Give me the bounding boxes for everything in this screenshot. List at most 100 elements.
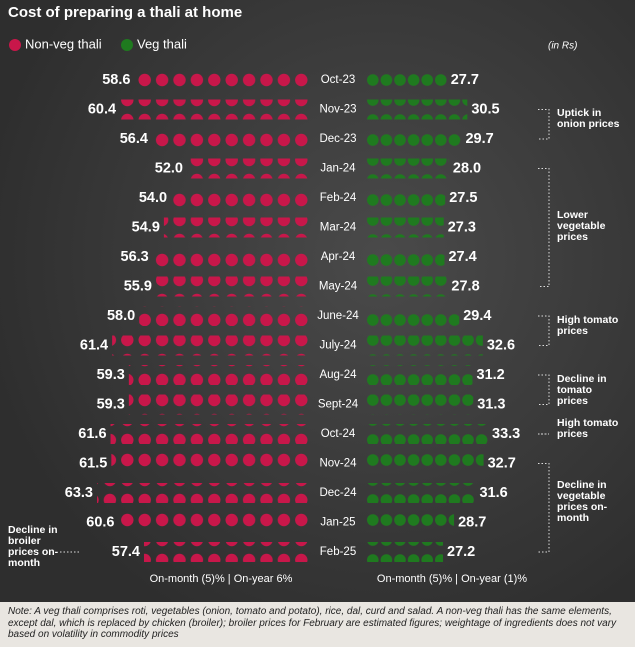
value-label: 60.4 bbox=[88, 101, 116, 117]
value-label: 31.6 bbox=[479, 485, 507, 501]
bracket bbox=[538, 168, 550, 287]
category-label: July-24 bbox=[319, 340, 357, 352]
value-label: 57.4 bbox=[112, 544, 140, 560]
category-label: Nov-24 bbox=[319, 458, 357, 470]
legend-label: Non-veg thali bbox=[25, 36, 102, 51]
dot-bar bbox=[97, 483, 310, 503]
value-label: 61.6 bbox=[78, 426, 106, 442]
annotation: High tomato prices bbox=[557, 313, 619, 337]
dot-bar bbox=[171, 188, 310, 208]
chart-svg: Cost of preparing a thali at home (in Rs… bbox=[8, 4, 577, 585]
dot-bar bbox=[366, 70, 447, 90]
dot-bar bbox=[366, 158, 449, 179]
value-label: 30.5 bbox=[471, 101, 499, 117]
legend-marker bbox=[121, 39, 133, 51]
bracket bbox=[538, 315, 550, 346]
dot-bar bbox=[187, 158, 310, 179]
value-label: 29.7 bbox=[465, 131, 493, 147]
category-label: Aug-24 bbox=[319, 369, 357, 381]
category-label: May-24 bbox=[319, 281, 358, 293]
annotation: Decline in broiler prices on-month bbox=[8, 524, 59, 569]
value-label: 61.5 bbox=[79, 455, 107, 471]
value-label: 54.9 bbox=[132, 219, 160, 235]
dot-bar bbox=[366, 188, 446, 208]
dot-bar bbox=[120, 99, 310, 120]
value-label: 61.4 bbox=[80, 337, 108, 353]
bracket bbox=[538, 463, 550, 553]
annotation: Lower vegetable prices bbox=[557, 208, 606, 243]
value-label: 54.0 bbox=[139, 190, 167, 206]
value-label: 55.9 bbox=[124, 278, 152, 294]
dot-bar bbox=[366, 424, 488, 444]
value-label: 33.3 bbox=[492, 426, 520, 442]
dot-bar bbox=[155, 276, 310, 297]
category-label: Oct-23 bbox=[321, 74, 356, 86]
value-label: 29.4 bbox=[463, 308, 491, 324]
dot-bar bbox=[128, 394, 310, 415]
category-label: Jan-25 bbox=[320, 517, 355, 529]
dot-bar bbox=[366, 306, 460, 326]
category-label: Feb-24 bbox=[320, 192, 357, 204]
value-label: 32.6 bbox=[487, 337, 515, 353]
dot-bar bbox=[366, 394, 474, 415]
bracket bbox=[538, 374, 550, 405]
dot-bar bbox=[366, 247, 445, 267]
annotation: High tomato prices bbox=[557, 417, 619, 440]
category-label: Feb-25 bbox=[320, 546, 356, 558]
value-label: 63.3 bbox=[65, 485, 93, 501]
dot-bar bbox=[366, 217, 444, 238]
dot-bar bbox=[128, 365, 310, 385]
value-label: 27.3 bbox=[448, 219, 476, 235]
value-label: 28.7 bbox=[458, 514, 486, 530]
dot-bar bbox=[366, 453, 484, 474]
value-label: 59.3 bbox=[97, 396, 125, 412]
dot-bar bbox=[143, 542, 310, 562]
dot-bar bbox=[366, 276, 448, 297]
value-label: 32.7 bbox=[488, 455, 516, 471]
value-label: 59.3 bbox=[97, 367, 125, 383]
value-label: 28.0 bbox=[453, 160, 481, 176]
category-label: June-24 bbox=[317, 310, 359, 322]
value-label: 27.4 bbox=[448, 249, 476, 265]
value-label: 52.0 bbox=[155, 160, 183, 176]
annotation: Uptick in onion prices bbox=[557, 107, 620, 131]
annotation: Decline in tomato prices bbox=[557, 372, 607, 407]
dot-bar bbox=[118, 512, 310, 533]
category-label: Dec-23 bbox=[319, 133, 356, 145]
dot-bar bbox=[134, 70, 310, 90]
dot-bar bbox=[366, 365, 473, 385]
category-label: Jan-24 bbox=[320, 163, 356, 175]
dot-bar bbox=[163, 217, 310, 238]
legend-marker bbox=[9, 39, 21, 51]
value-label: 56.4 bbox=[120, 131, 148, 147]
chart-title: Cost of preparing a thali at home bbox=[8, 4, 242, 21]
bracket bbox=[538, 109, 550, 140]
dot-bar bbox=[111, 453, 311, 474]
dot-bar bbox=[366, 99, 468, 120]
dot-bar bbox=[366, 129, 462, 149]
dot-bar bbox=[112, 335, 310, 356]
category-label: Oct-24 bbox=[321, 428, 356, 440]
dot-bar bbox=[152, 247, 310, 267]
value-label: 27.2 bbox=[447, 544, 475, 560]
dot-bar bbox=[366, 335, 483, 356]
dot-bar bbox=[366, 512, 455, 533]
annotation: Decline in vegetable prices on-month bbox=[557, 478, 608, 524]
value-label: 31.3 bbox=[477, 396, 505, 412]
category-label: Nov-23 bbox=[319, 104, 356, 116]
value-label: 58.6 bbox=[102, 72, 130, 88]
dot-bar bbox=[151, 129, 310, 149]
value-label: 27.8 bbox=[451, 278, 479, 294]
dot-bar bbox=[366, 483, 476, 503]
series-summary: On-month (5)% | On-year 6% bbox=[150, 573, 293, 585]
value-label: 56.3 bbox=[121, 249, 149, 265]
value-label: 27.7 bbox=[451, 72, 479, 88]
category-label: Sept-24 bbox=[318, 399, 359, 411]
dot-bar bbox=[110, 424, 310, 444]
dot-bar bbox=[366, 542, 443, 562]
category-label: Apr-24 bbox=[321, 251, 356, 263]
value-label: 31.2 bbox=[477, 367, 505, 383]
value-label: 60.6 bbox=[86, 514, 114, 530]
unit-note: (in Rs) bbox=[548, 41, 577, 52]
